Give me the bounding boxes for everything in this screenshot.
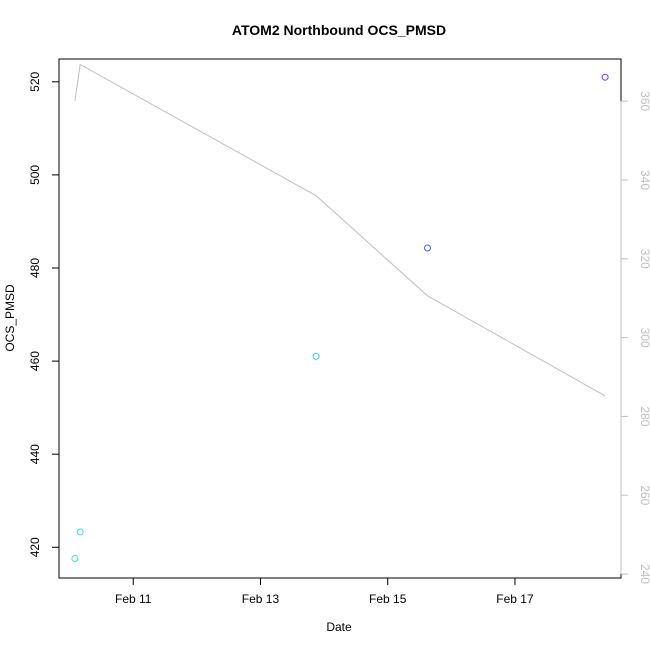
x-tick-label: Feb 13 [242,592,280,606]
data-point [424,244,431,252]
y-axis-label: OCS_PMSD [3,284,17,352]
y-tick-label: 500 [28,165,42,185]
data-point [601,73,609,81]
x-tick-label: Feb 17 [496,592,534,606]
plot-frame [58,58,622,579]
y2-tick-label: 360 [638,91,650,111]
data-point [76,528,84,536]
y2-tick-label: 240 [638,564,650,584]
y-tick-label: 520 [28,71,42,91]
y2-tick-label: 320 [638,249,650,269]
y2-tick-label: 260 [638,485,650,505]
chart-title: ATOM2 Northbound OCS_PMSD [232,22,446,38]
y2-tick-label: 340 [638,170,650,190]
x-tick-label: Feb 11 [115,592,152,606]
series-line [74,63,606,397]
y2-tick-label: 280 [638,406,650,426]
y2-tick-label: 300 [638,328,650,348]
data-point [71,555,79,562]
y-tick-label: 460 [28,351,42,371]
x-tick-label: Feb 15 [369,592,407,606]
axes: Feb 11 Feb 13 Feb 15 Feb 17 420 440 460 480 500 5… [28,71,650,606]
y-tick-label: 420 [28,537,42,557]
data-point [312,352,320,360]
plot-area [71,63,609,562]
y-tick-label: 480 [28,258,42,278]
x-axis-label: Date [326,620,352,634]
y-tick-label: 440 [28,444,42,464]
